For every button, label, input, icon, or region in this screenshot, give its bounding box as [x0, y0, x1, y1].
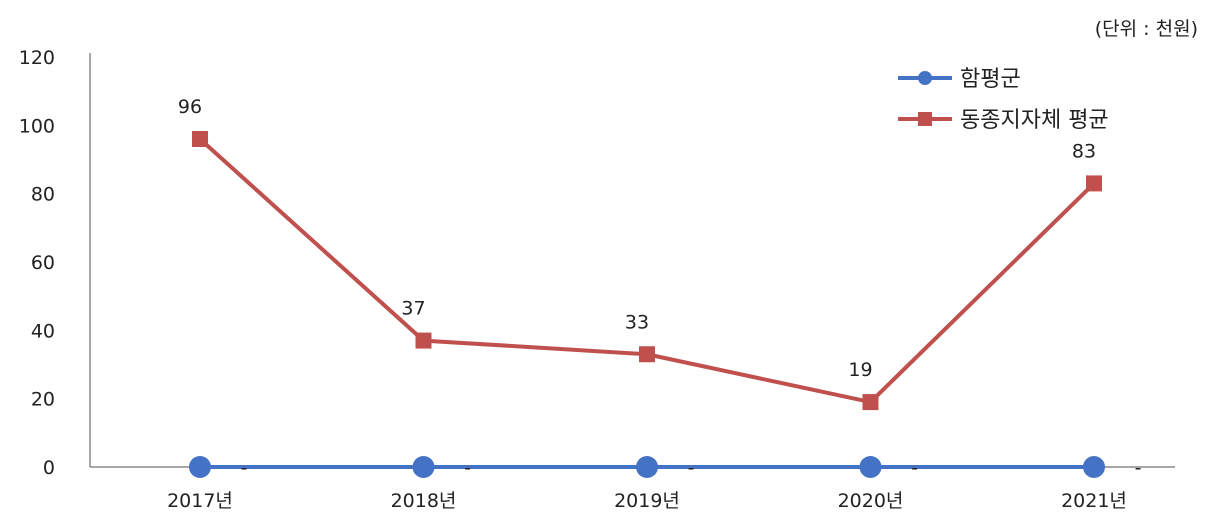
y-tick-label: 80 — [31, 184, 55, 206]
data-point — [1083, 456, 1105, 478]
data-point — [1086, 175, 1102, 192]
data-label: - — [464, 457, 471, 479]
data-label: - — [688, 457, 695, 479]
y-tick-label: 40 — [31, 320, 55, 342]
data-point — [412, 456, 435, 478]
data-label: - — [241, 457, 248, 479]
data-point — [189, 456, 211, 478]
data-label: 19 — [848, 359, 872, 381]
y-tick-label: 60 — [31, 252, 55, 274]
x-tick-label: 2018년 — [391, 490, 457, 512]
data-label: - — [911, 457, 918, 479]
data-label: - — [1135, 457, 1142, 479]
x-tick-label: 2020년 — [838, 490, 904, 512]
x-tick-label: 2021년 — [1061, 490, 1127, 512]
data-label: 83 — [1072, 140, 1096, 162]
data-point — [636, 456, 658, 478]
x-tick-label: 2019년 — [614, 490, 680, 512]
y-tick-label: 20 — [31, 389, 55, 411]
legend-label: 함평군 — [960, 67, 1021, 92]
data-labels: - - - - - 96 37 33 19 83 — [178, 96, 1142, 479]
data-point — [862, 394, 879, 411]
data-point — [639, 346, 655, 363]
axes: 0 20 40 60 80 100 120 2017년 2018년 2019년 2020년 2021년 — [19, 47, 1175, 512]
data-point — [859, 456, 882, 478]
unit-label: (단위 : 천원) — [1095, 18, 1198, 40]
data-label: 96 — [178, 96, 202, 118]
series-lines — [189, 131, 1105, 478]
legend-label: 동종지자체 평균 — [960, 108, 1109, 133]
data-label: 37 — [401, 298, 425, 320]
data-label: 33 — [625, 311, 649, 333]
series-line — [198, 137, 1096, 405]
x-tick-label: 2017년 — [167, 490, 233, 512]
y-tick-label: 120 — [19, 47, 55, 69]
data-point — [192, 131, 208, 147]
y-tick-label: 100 — [19, 115, 55, 137]
legend-marker — [918, 71, 932, 85]
data-point — [415, 332, 432, 349]
y-tick-label: 0 — [43, 457, 55, 479]
legend-marker — [918, 112, 932, 126]
